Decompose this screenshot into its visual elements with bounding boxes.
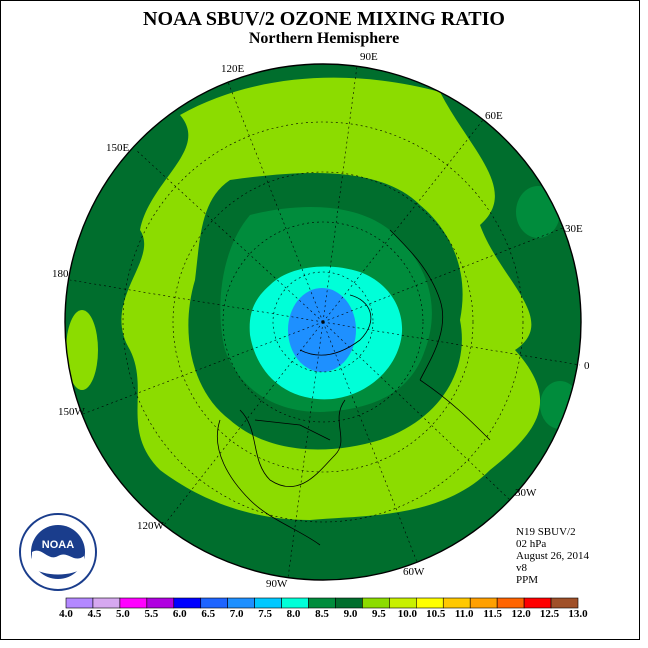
color-bar-label: 5.5 — [144, 608, 159, 620]
ozone-field — [65, 64, 581, 580]
color-bar-segment — [200, 597, 228, 609]
color-bar-label: 10.5 — [426, 608, 446, 620]
lon-label-150w: 150W — [58, 406, 85, 418]
info-level: 02 hPa — [516, 538, 547, 550]
color-bar-label: 9.0 — [343, 608, 358, 620]
color-bar-segment — [442, 597, 471, 609]
info-version: v8 — [516, 562, 527, 574]
lon-label-120e: 120E — [221, 63, 245, 75]
field-core-blue — [288, 288, 356, 372]
color-bar — [65, 597, 579, 609]
lon-label-60e: 60E — [485, 110, 503, 122]
info-units: PPM — [516, 574, 539, 586]
lon-label-90w: 90W — [266, 578, 288, 590]
lon-label-180: 180 — [52, 268, 69, 280]
info-block: N19 SBUV/2 02 hPa August 26, 2014 v8 PPM — [516, 526, 589, 586]
info-date: August 26, 2014 — [516, 550, 590, 562]
color-bar-segment — [523, 597, 552, 609]
field-blob-east — [516, 186, 560, 238]
color-bar-segment — [65, 597, 94, 609]
color-bar-segment — [92, 597, 121, 609]
color-bar-label: 11.0 — [454, 608, 474, 620]
color-bar-segment — [119, 597, 148, 609]
color-bar-label: 6.0 — [172, 608, 187, 620]
logo-text: NOAA — [42, 539, 74, 551]
coastlines — [216, 229, 491, 546]
color-bar-label: 9.5 — [372, 608, 386, 620]
color-bar-segment — [254, 597, 282, 609]
color-bar-label: 12.5 — [539, 608, 560, 620]
color-bar-segment — [335, 597, 363, 609]
color-bar-segment — [469, 597, 498, 609]
color-bar-label: 8.5 — [315, 608, 329, 620]
color-bar-segment — [362, 597, 390, 609]
color-bar-segment — [308, 597, 336, 609]
map-outline — [64, 63, 582, 581]
color-bar-label: 10.0 — [397, 608, 417, 620]
color-bar-segment — [496, 597, 525, 609]
lon-label-90e: 90E — [360, 51, 378, 63]
color-bar-segment — [281, 597, 309, 609]
map-title: NOAA SBUV/2 OZONE MIXING RATIO — [143, 8, 505, 30]
color-bar-segment — [146, 597, 175, 609]
lon-label-30w: 30W — [515, 487, 537, 499]
color-bar-segment — [227, 597, 255, 609]
color-bar-label: 4.0 — [59, 608, 73, 620]
color-bar-label: 4.5 — [87, 608, 102, 620]
color-bar-segment — [173, 597, 202, 609]
info-satellite: N19 SBUV/2 — [516, 526, 576, 538]
lon-label-60w: 60W — [403, 566, 425, 578]
latitude-circles — [122, 121, 524, 523]
color-bar-label: 8.0 — [286, 608, 301, 620]
lon-label-0: 0 — [584, 360, 590, 372]
color-bar-segment — [389, 597, 417, 609]
field-blob-west — [66, 310, 98, 390]
plot-frame — [0, 0, 640, 640]
color-bar-label: 7.0 — [229, 608, 244, 620]
map-subtitle: Northern Hemisphere — [248, 30, 400, 47]
meridians — [69, 65, 581, 579]
field-blob-southeast — [540, 381, 580, 429]
color-bar-label: 13.0 — [568, 608, 588, 620]
color-bar-segment — [550, 597, 579, 609]
color-bar-label: 6.5 — [201, 608, 216, 620]
color-bar-label: 5.0 — [116, 608, 130, 620]
color-bar-segment — [416, 597, 444, 609]
color-bar-label: 12.0 — [511, 608, 531, 620]
lon-label-30e: 30E — [565, 223, 583, 235]
lon-label-150e: 150E — [106, 142, 130, 154]
color-bar-label: 11.5 — [483, 608, 502, 620]
noaa-logo: NOAA — [19, 513, 97, 591]
color-bar-label: 7.5 — [258, 608, 272, 620]
lon-label-120w: 120W — [137, 520, 164, 532]
